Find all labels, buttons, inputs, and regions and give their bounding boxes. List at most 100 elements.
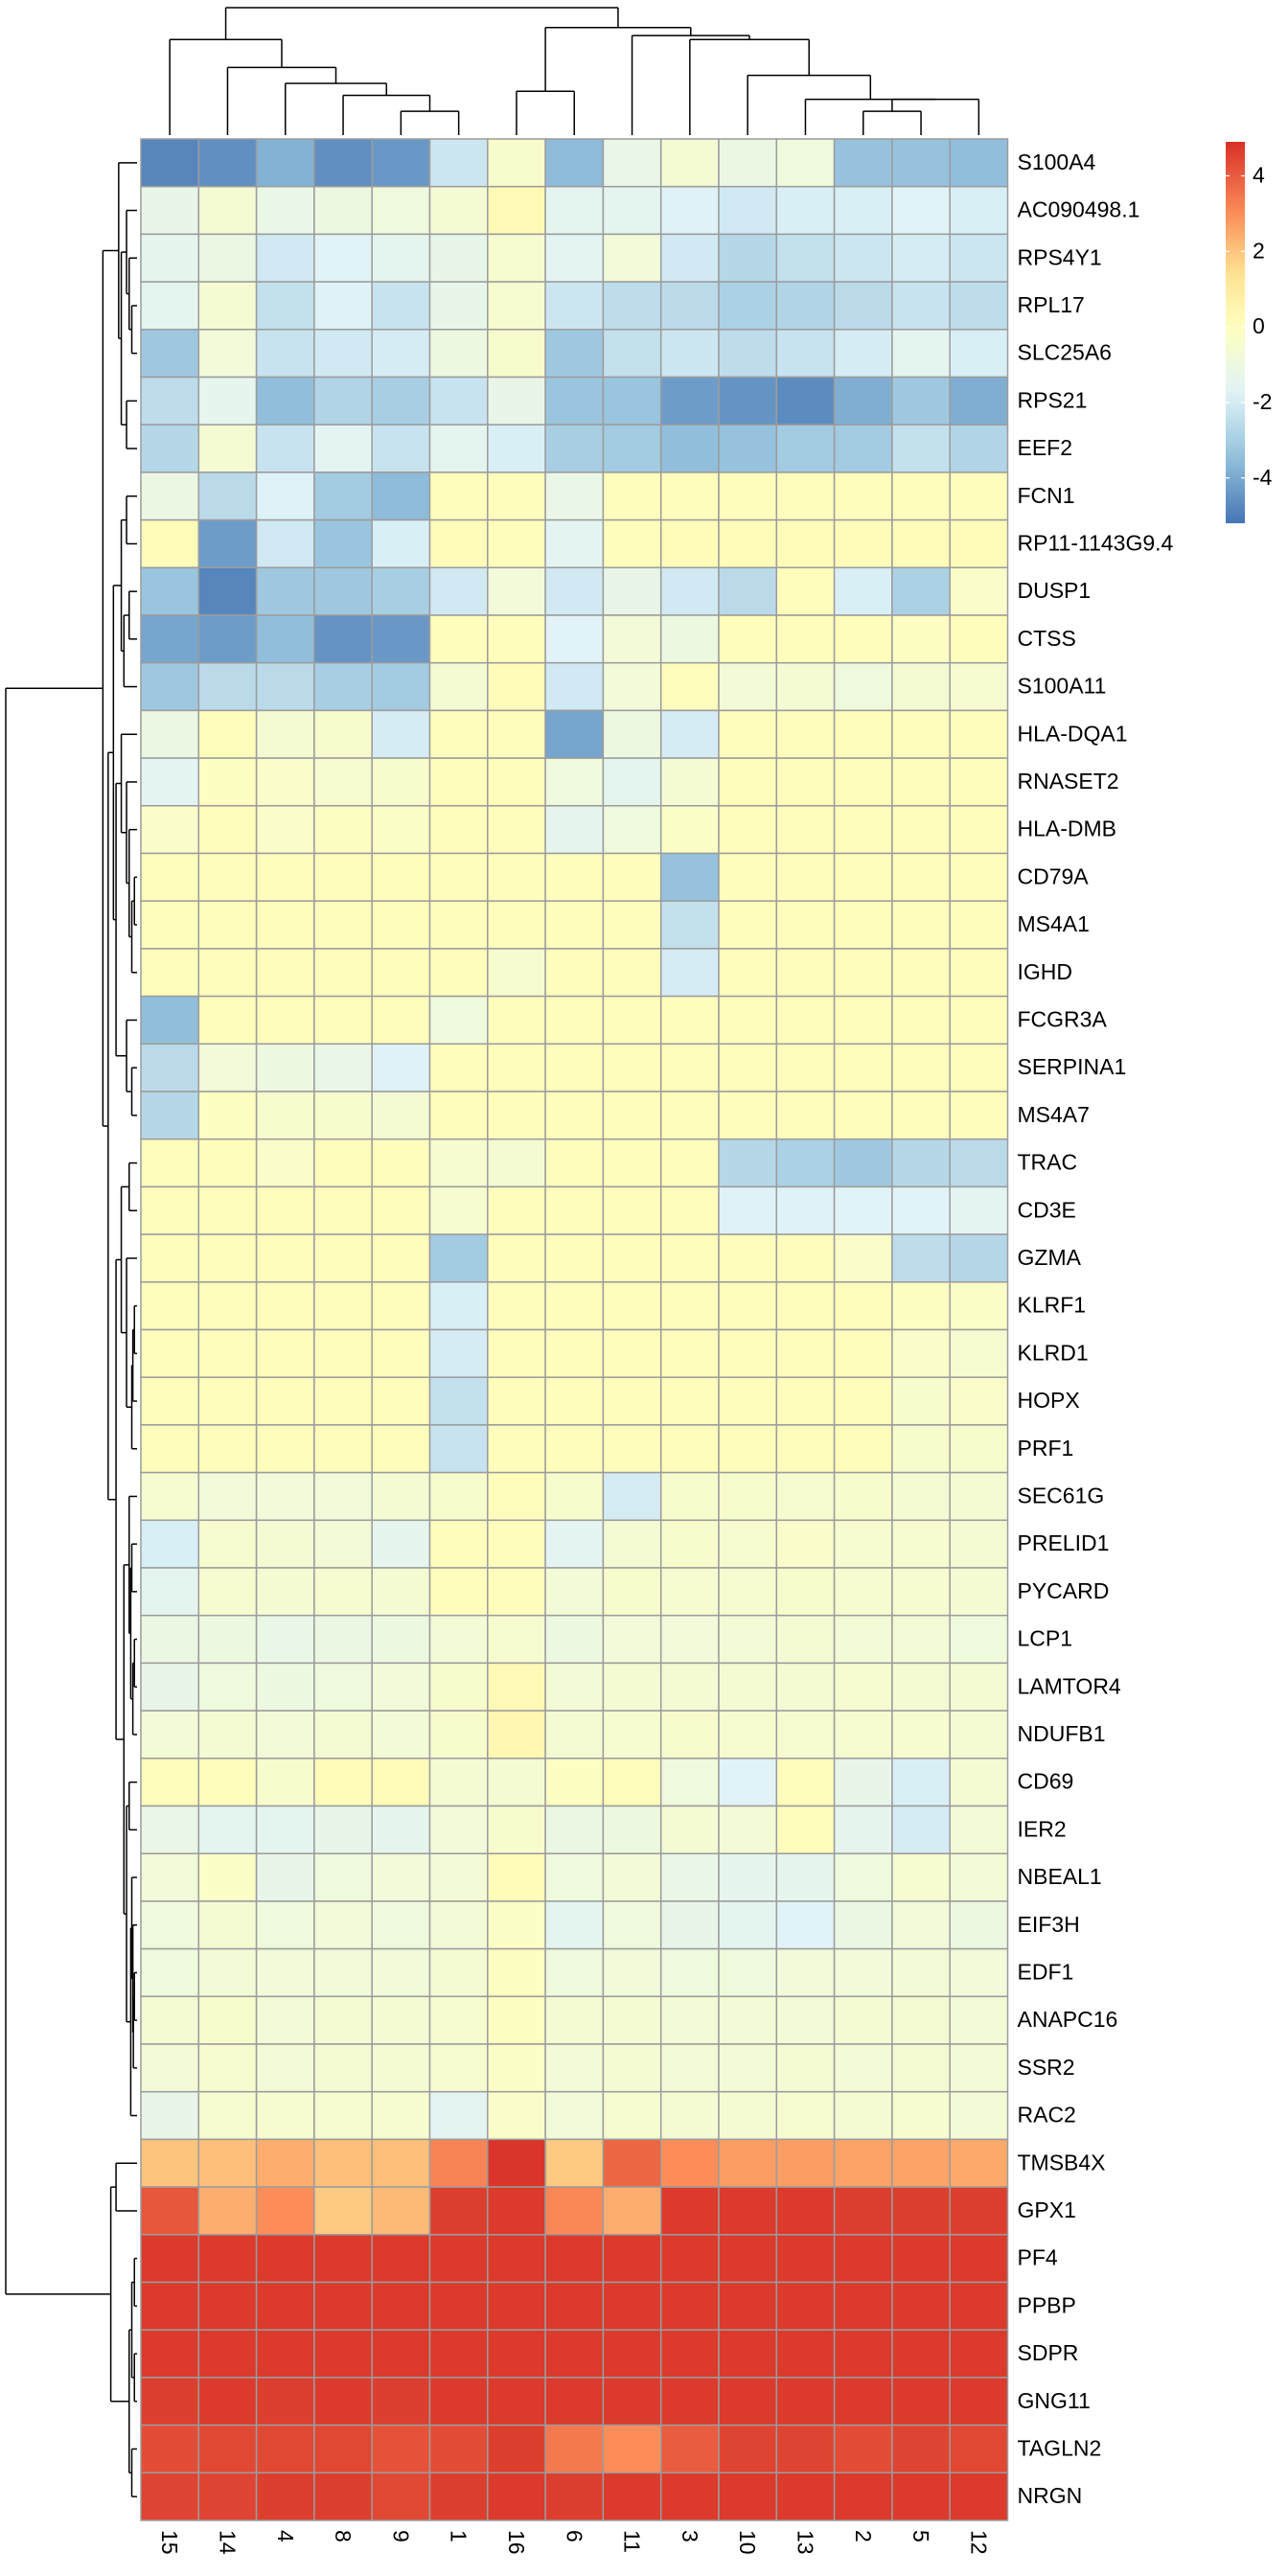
heatmap-cell <box>949 518 1009 569</box>
heatmap-cell <box>891 1185 951 1235</box>
heatmap-cell <box>833 518 893 569</box>
heatmap-cell <box>775 709 836 759</box>
heatmap-cell <box>197 1947 258 1998</box>
heatmap-cell <box>949 2377 1009 2426</box>
heatmap-cell <box>487 376 546 426</box>
heatmap-cell <box>949 2043 1009 2093</box>
heatmap-cell <box>718 2329 778 2379</box>
heatmap-cell <box>718 709 778 759</box>
row-label: CD69 <box>1018 1769 1074 1794</box>
heatmap-cell <box>659 1710 720 1760</box>
row-label: CD3E <box>1018 1197 1076 1222</box>
heatmap-cell <box>659 1424 720 1474</box>
heatmap-cell <box>659 2186 720 2236</box>
heatmap-cell <box>891 329 951 379</box>
heatmap-cell <box>833 709 893 759</box>
heatmap-cell <box>371 138 431 188</box>
heatmap-cell <box>833 1091 893 1140</box>
heatmap-cell <box>659 1471 720 1522</box>
heatmap-cell <box>718 1662 778 1712</box>
heatmap-cell <box>833 376 893 426</box>
heatmap-cell <box>659 2377 720 2426</box>
heatmap-cell <box>602 2090 662 2141</box>
heatmap-cell <box>140 757 200 807</box>
heatmap-cell <box>428 281 489 331</box>
heatmap-cell <box>949 1091 1009 1140</box>
heatmap-cell <box>428 329 489 379</box>
heatmap-cell <box>487 1995 546 2045</box>
row-label: S100A11 <box>1018 674 1107 699</box>
heatmap-cell <box>197 2281 258 2331</box>
heatmap-cell <box>371 614 431 664</box>
heatmap-cell <box>718 995 778 1046</box>
heatmap-cell <box>659 1043 720 1092</box>
heatmap-cell <box>602 1614 662 1665</box>
heatmap-cell <box>428 2043 489 2093</box>
heatmap-cell <box>371 995 431 1046</box>
heatmap-cell <box>140 1376 200 1426</box>
heatmap-cell <box>140 852 200 902</box>
heatmap-cell <box>718 2043 778 2093</box>
heatmap-cell <box>428 1519 489 1569</box>
heatmap-cell <box>775 424 836 473</box>
heatmap-cell <box>602 424 662 473</box>
heatmap-cell <box>544 1995 605 2045</box>
heatmap-cell <box>487 1710 546 1760</box>
heatmap-cell <box>949 2138 1009 2188</box>
heatmap-cell <box>487 1471 546 1522</box>
heatmap-cell <box>891 2377 951 2426</box>
heatmap-cell <box>718 1995 778 2045</box>
heatmap-cell <box>487 472 546 521</box>
heatmap-cell <box>891 2043 951 2093</box>
heatmap-cell <box>313 948 373 998</box>
heatmap-cell <box>197 900 258 950</box>
heatmap-cell <box>544 1567 605 1617</box>
heatmap-cell <box>949 900 1009 950</box>
heatmap-cell <box>313 1758 373 1807</box>
heatmap-cell <box>718 138 778 188</box>
heatmap-cell <box>891 2472 951 2521</box>
heatmap-cell <box>544 2138 605 2188</box>
heatmap-cell <box>197 138 258 188</box>
heatmap-cell <box>255 1614 315 1665</box>
row-label: HOPX <box>1018 1388 1080 1413</box>
heatmap-cell <box>428 1995 489 2045</box>
heatmap-cell <box>140 1567 200 1617</box>
heatmap-cell <box>833 424 893 473</box>
column-label: 16 <box>504 2530 529 2555</box>
heatmap-cell <box>833 614 893 664</box>
heatmap-cell <box>891 1281 951 1331</box>
heatmap-cell <box>602 472 662 521</box>
heatmap-cell <box>659 472 720 521</box>
heatmap-cell <box>428 2472 489 2521</box>
heatmap-cell <box>313 1662 373 1712</box>
heatmap-cell <box>313 233 373 283</box>
heatmap-cell <box>833 566 893 616</box>
heatmap-cell <box>428 1614 489 1665</box>
heatmap-cell <box>140 661 200 712</box>
heatmap-cell <box>833 1900 893 1950</box>
heatmap-cell <box>371 281 431 331</box>
heatmap-cell <box>602 1519 662 1569</box>
heatmap-cell <box>544 1758 605 1807</box>
heatmap-cell <box>891 1471 951 1522</box>
heatmap-cell <box>371 1424 431 1474</box>
heatmap-cell <box>891 1614 951 1665</box>
heatmap-cell <box>891 805 951 855</box>
heatmap-cell <box>255 281 315 331</box>
heatmap-cell <box>775 1328 836 1378</box>
heatmap-cell <box>718 805 778 855</box>
legend-tick-label: -4 <box>1253 465 1273 490</box>
heatmap-cell <box>949 995 1009 1046</box>
heatmap-cell <box>255 2424 315 2474</box>
heatmap-cell <box>718 1185 778 1235</box>
heatmap-cell <box>371 1138 431 1188</box>
heatmap-cell <box>371 1328 431 1378</box>
heatmap-cell <box>255 1471 315 1522</box>
heatmap-cell <box>544 1376 605 1426</box>
heatmap-cell <box>775 1233 836 1283</box>
heatmap-cell <box>718 2090 778 2141</box>
heatmap-cell <box>544 2329 605 2379</box>
heatmap-cell <box>371 1281 431 1331</box>
heatmap-cell <box>255 2186 315 2236</box>
